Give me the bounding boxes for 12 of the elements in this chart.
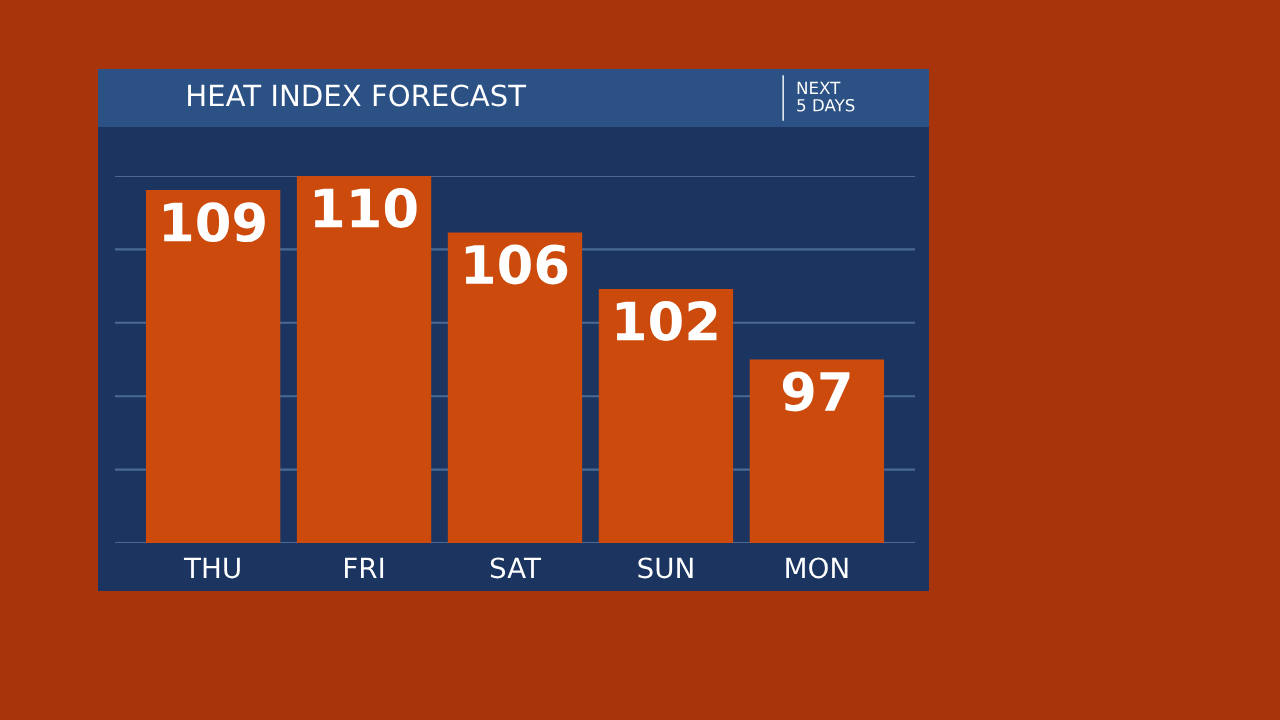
x-tick-label: MON	[786, 557, 848, 579]
chart-title: HEAT INDEX FORECAST	[188, 84, 527, 107]
data-label: 106	[465, 244, 568, 285]
x-tick-label: THU	[183, 557, 240, 579]
data-label: 109	[163, 202, 265, 243]
x-tick-label: FRI	[345, 557, 384, 578]
data-label: 97	[782, 371, 850, 412]
data-label: 102	[616, 300, 717, 341]
chart-subtitle: NEXT 5 DAYS	[797, 81, 855, 112]
data-label: 110	[314, 188, 417, 228]
x-tick-label: SAT	[490, 557, 542, 579]
x-tick-label: SUN	[638, 557, 693, 579]
